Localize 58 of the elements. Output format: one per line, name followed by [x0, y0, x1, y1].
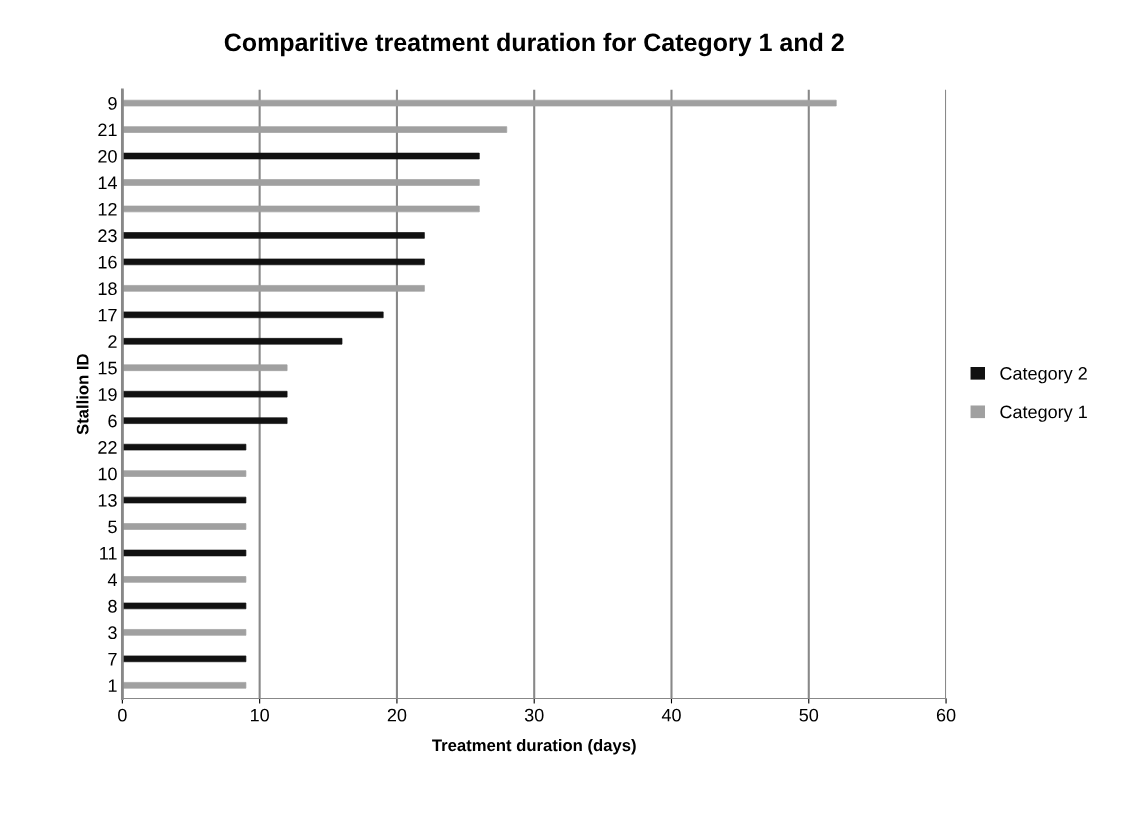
bar — [122, 655, 247, 663]
y-tick-label: 6 — [108, 414, 117, 428]
y-tick-label: 7 — [108, 652, 117, 666]
bar — [122, 152, 480, 160]
bar — [122, 126, 508, 133]
bar — [122, 443, 247, 451]
x-tick-label: 10 — [250, 708, 269, 722]
y-tick-label: 15 — [98, 361, 117, 375]
x-tick-label: 50 — [799, 708, 819, 722]
y-tick-label: 17 — [98, 308, 117, 322]
bar — [122, 285, 425, 292]
bar — [122, 179, 480, 186]
x-tick-label: 0 — [118, 708, 127, 722]
y-tick-label: 20 — [98, 149, 117, 163]
bar — [122, 390, 288, 398]
bar — [122, 99, 837, 107]
x-tick-label: 40 — [661, 708, 681, 722]
y-tick-label: 3 — [108, 626, 117, 640]
y-tick-label: 22 — [98, 441, 117, 454]
x-tick-label: 20 — [387, 708, 407, 722]
bar — [122, 232, 425, 239]
bar — [122, 576, 247, 583]
bar — [122, 602, 247, 610]
y-tick-label: 14 — [98, 176, 117, 190]
y-tick-label: 10 — [98, 467, 117, 481]
y-tick-label: 23 — [98, 229, 117, 243]
y-tick-label: 9 — [108, 97, 117, 110]
y-tick-label: 12 — [98, 202, 117, 216]
y-tick-label: 18 — [98, 282, 117, 296]
y-tick-label: 13 — [98, 493, 117, 507]
bar — [122, 470, 247, 477]
y-tick-label: 16 — [98, 255, 117, 269]
bar — [122, 417, 288, 424]
y-tick-label: 11 — [100, 547, 117, 560]
bar — [122, 364, 288, 371]
y-tick-label: 5 — [108, 520, 117, 534]
bar — [122, 496, 247, 504]
bar — [122, 205, 480, 213]
x-axis-title: Treatment duration (days) — [432, 738, 636, 755]
bar — [122, 629, 247, 636]
legend-label: Category 1 — [1000, 405, 1087, 422]
bar — [122, 311, 384, 319]
x-tick-label: 30 — [524, 708, 544, 722]
bar — [122, 523, 247, 530]
y-tick-label: 8 — [108, 599, 117, 613]
y-axis-title: Stallion ID — [76, 354, 89, 435]
chart-title: Comparitive treatment duration for Category 1 and 2 — [224, 32, 844, 57]
y-tick-label: 19 — [98, 388, 117, 401]
y-tick-label: 2 — [108, 335, 117, 348]
y-tick-label: 4 — [107, 573, 117, 586]
bar — [122, 549, 247, 557]
bar — [122, 682, 247, 689]
legend-label: Category 2 — [1000, 367, 1087, 384]
bar — [122, 338, 343, 345]
y-tick-label: 1 — [108, 679, 117, 692]
bar — [122, 258, 425, 266]
x-tick-label: 60 — [936, 708, 956, 722]
y-tick-label: 21 — [98, 123, 117, 137]
